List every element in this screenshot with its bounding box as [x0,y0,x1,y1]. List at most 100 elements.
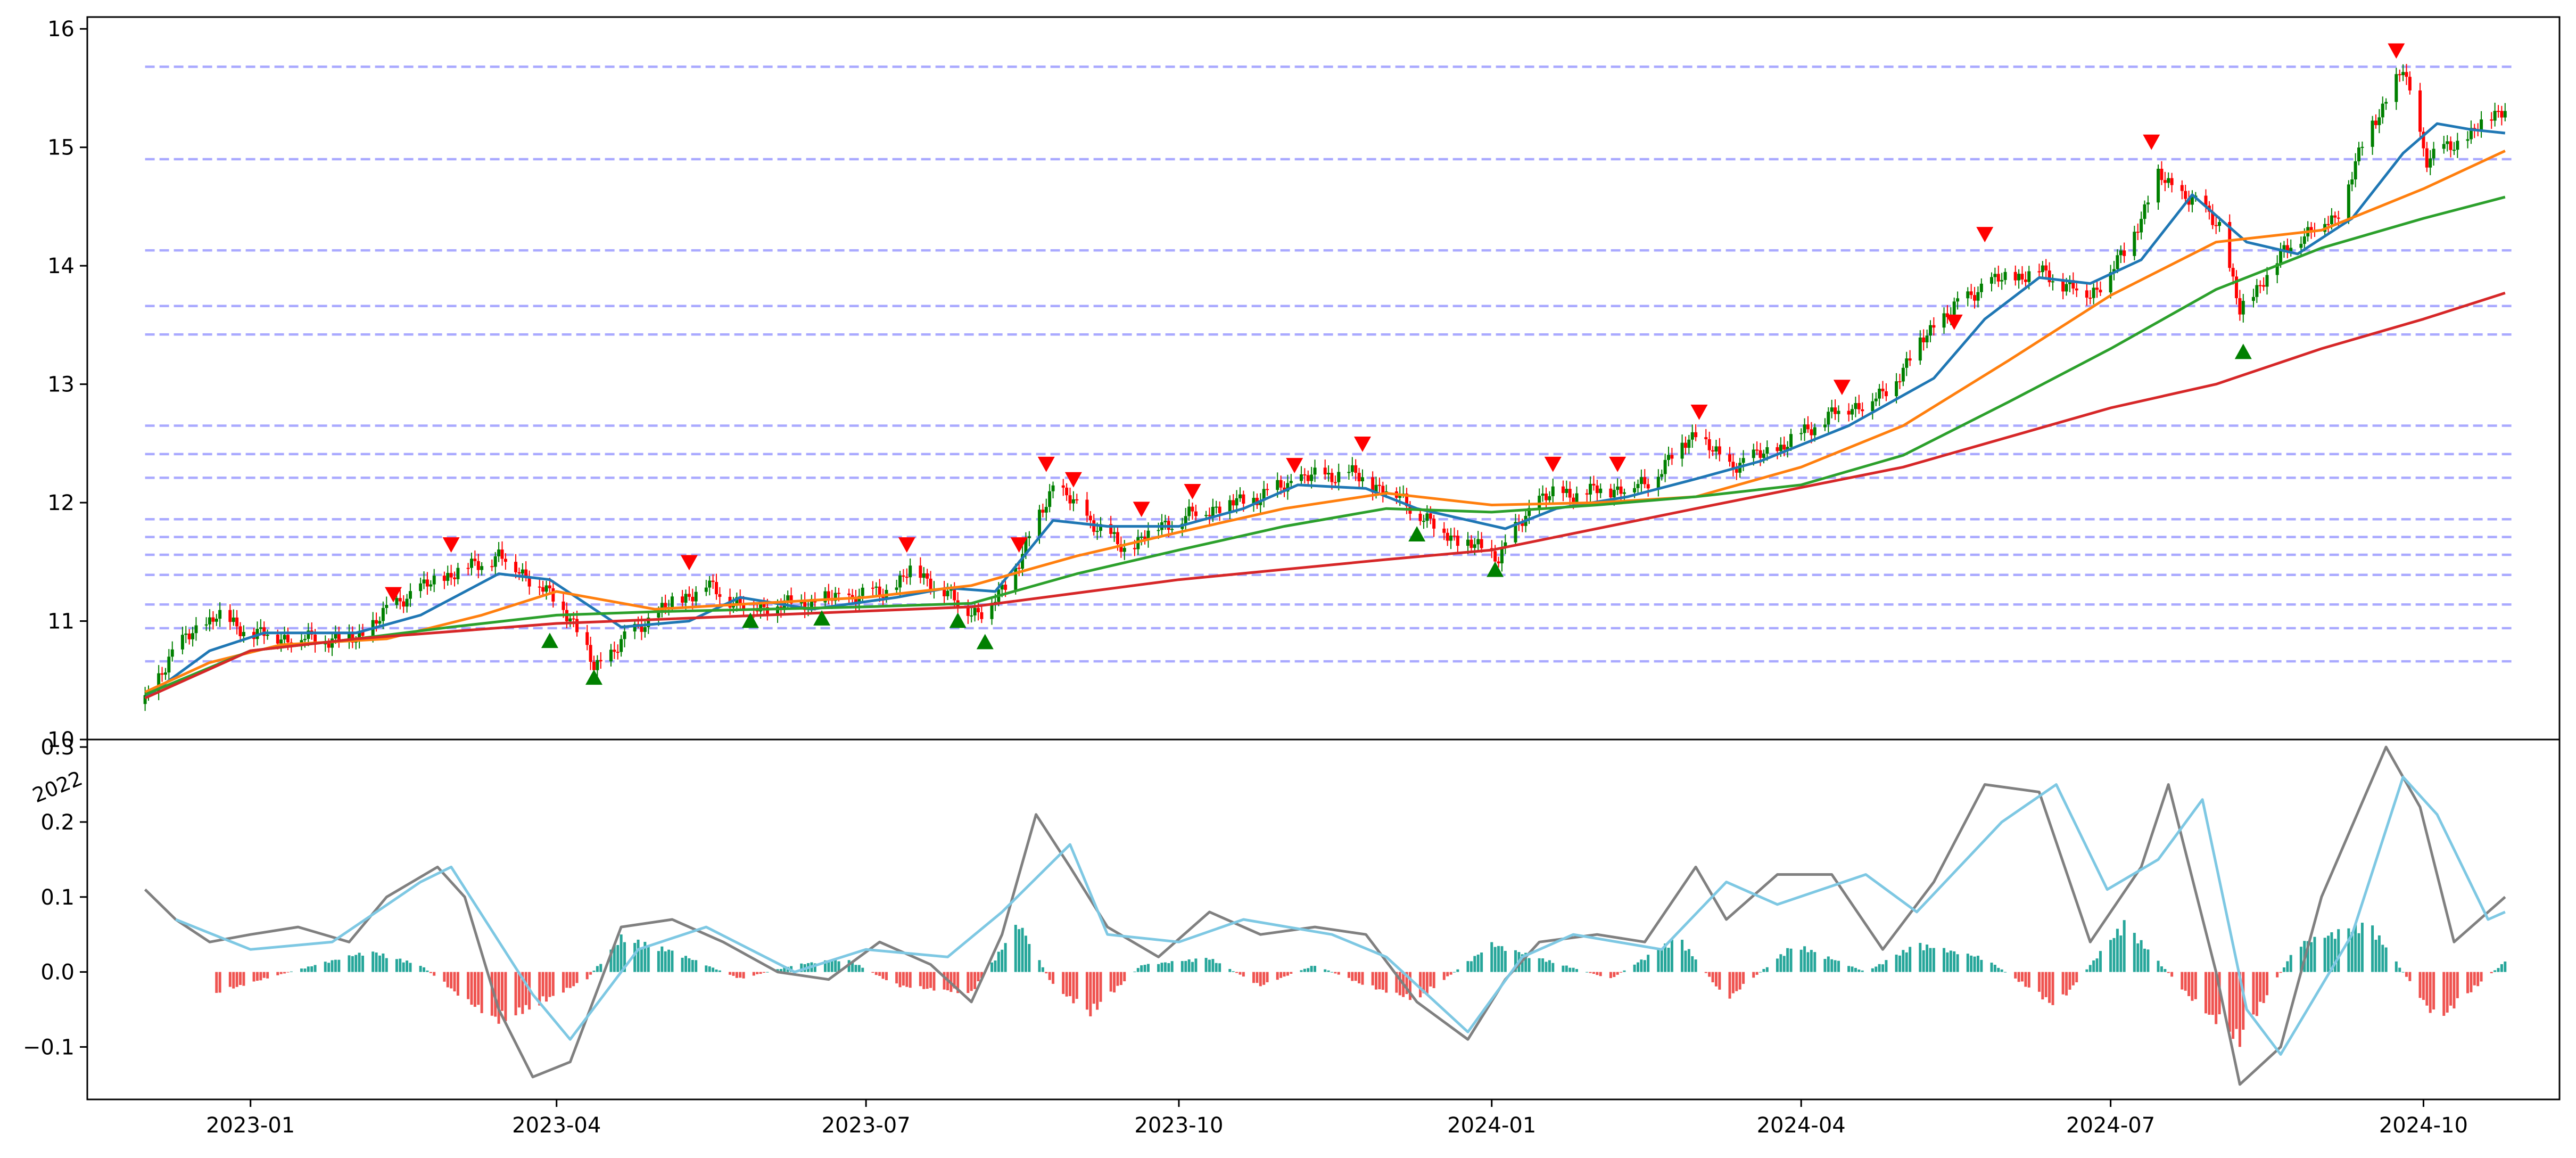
histogram-bar [783,967,786,972]
sell-signal-marker [1010,537,1028,553]
candle-body [1211,507,1215,516]
candle-body [1044,507,1048,513]
histogram-bar [331,960,334,972]
histogram-bar [2497,968,2500,972]
candle-body [1048,491,1052,507]
histogram-bar [1909,947,1912,972]
candle-body [1323,467,1327,475]
candle-body [1143,537,1147,540]
x-tick-label: 2023-01 [206,1113,295,1138]
histogram-bar [2470,972,2473,992]
candle-body [1834,407,1837,414]
histogram-bar [514,972,517,1016]
histogram-bar [1943,948,1946,972]
candle-body [1905,358,1909,368]
histogram-bar [1347,972,1350,978]
candle-body [1803,424,1806,433]
histogram-bar [2232,972,2235,1039]
candle-body [711,580,715,582]
histogram-bar [1490,942,1493,972]
histogram-bar [1014,925,1017,972]
histogram-bar [1045,972,1048,974]
candle-body [1565,489,1568,493]
histogram-bar [1371,972,1374,985]
candle-body [1966,291,1970,299]
candle-body [1425,513,1429,521]
histogram-bar [1878,964,1881,972]
histogram-bar [1290,972,1293,974]
candle-body [1851,409,1854,415]
histogram-bar [837,961,840,972]
histogram-bar [1881,964,1885,972]
histogram-bar [1538,958,1541,972]
candle-body [2085,290,2088,298]
histogram-bar [2418,972,2422,998]
candle-body [1136,537,1140,549]
histogram-bar [1163,962,1167,972]
histogram-bar [688,958,691,972]
candle-body [2061,281,2065,292]
histogram-bar [1259,972,1262,987]
histogram-bar [1731,972,1735,993]
histogram-bar [1596,972,1599,975]
histogram-bar [497,972,500,1024]
candle-body [1755,449,1759,451]
candle-body [742,604,746,609]
candle-body [1075,499,1079,500]
candle-body [1276,480,1279,490]
histogram-bar [2500,964,2503,972]
histogram-bar [874,972,878,975]
candle-body [943,589,946,596]
candle-body [517,572,521,574]
histogram-bar [1562,965,1565,972]
candle-body [2333,215,2337,218]
histogram-bar [2327,935,2330,972]
candle-body [704,587,708,592]
histogram-bar [406,960,409,972]
candle-body [1595,485,1599,494]
sell-signal-marker [1184,484,1201,499]
histogram-bar [2123,920,2126,972]
histogram-bar [1480,952,1483,972]
histogram-bar [1075,972,1078,999]
candle-body [2003,272,2007,280]
sell-signal-marker [1353,437,1371,452]
histogram-bar [1405,972,1408,995]
macd-histogram [215,920,2507,1047]
candle-body [1286,483,1290,492]
candle-body [643,627,647,632]
candle-body [1735,469,1738,473]
candle-body [664,603,667,608]
candle-body [449,573,453,578]
histogram-bar [2242,972,2245,1030]
histogram-bar [1337,972,1340,975]
histogram-bar [551,972,555,996]
candle-body [1354,465,1358,473]
histogram-bar [500,972,503,1011]
histogram-bar [2259,972,2262,1002]
candle-body [575,619,579,633]
candle-body [1810,429,1813,436]
candle-body [946,590,950,596]
histogram-bar [1806,952,1810,972]
buy-signal-marker [949,612,967,628]
candle-body [1242,494,1245,504]
moving-average-line [144,291,2506,700]
histogram-bar [2371,925,2374,972]
histogram-bar [242,972,245,986]
candle-body [1694,432,1698,438]
candle-body [1476,539,1480,545]
candle-body [1374,484,1378,492]
candle-body [2405,72,2408,77]
histogram-bar [354,955,358,972]
histogram-bar [2350,932,2354,972]
histogram-bar [756,972,759,974]
histogram-bar [1143,965,1146,972]
histogram-bar [2071,972,2075,985]
histogram-bar [1681,940,1684,972]
sell-signal-marker [1609,456,1626,472]
candle-body [1538,496,1541,508]
candle-body [1667,455,1671,460]
candle-body [375,620,378,624]
histogram-bar [1187,959,1191,972]
